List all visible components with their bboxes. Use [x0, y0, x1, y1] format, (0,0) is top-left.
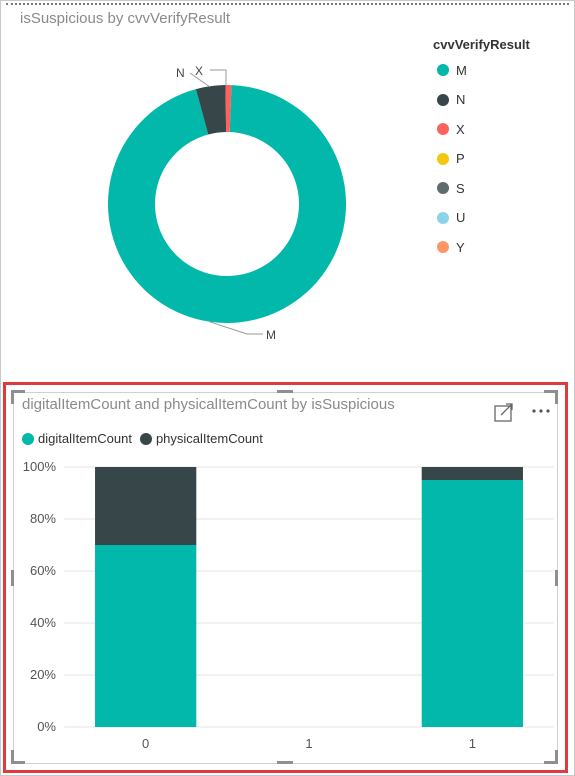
bar-chart-legend: digitalItemCount physicalItemCount: [22, 431, 271, 446]
resize-handle-right[interactable]: [555, 570, 558, 586]
resize-handle-top-right[interactable]: [544, 390, 558, 393]
bar-chart-title: digitalItemCount and physicalItemCount b…: [22, 396, 395, 413]
resize-handle-top[interactable]: [277, 390, 293, 393]
legend-label: Y: [456, 239, 465, 255]
donut-chart[interactable]: M N X: [0, 30, 420, 360]
legend-item-U[interactable]: U: [437, 210, 465, 226]
legend-label: S: [456, 180, 465, 196]
bar-segment-digitalItemCount-0[interactable]: [95, 545, 197, 727]
legend-marker: [437, 123, 449, 135]
x-tick-label: 1: [305, 736, 312, 751]
legend-marker: [437, 211, 449, 224]
legend-marker: [437, 64, 449, 76]
focus-mode-icon[interactable]: [493, 402, 515, 424]
y-tick-label: 40%: [30, 615, 56, 630]
legend-item-P[interactable]: P: [437, 151, 465, 167]
legend-label: physicalItemCount: [155, 431, 263, 446]
y-tick-label: 20%: [30, 667, 56, 682]
donut-chart-title: isSuspicious by cvvVerifyResult: [20, 10, 231, 27]
donut-slice-X[interactable]: [225, 85, 232, 133]
legend-marker: [437, 152, 449, 165]
donut-slice-M[interactable]: [108, 85, 347, 323]
y-tick-label: 0%: [37, 719, 56, 734]
legend-label: N: [456, 92, 466, 107]
legend-label: U: [456, 210, 466, 225]
resize-handle-bottom-right-v[interactable]: [555, 750, 558, 764]
stacked-bar-chart[interactable]: 0% 20% 40% 60% 80% 100% 0 1 1: [14, 455, 559, 755]
resize-handle-bottom-left[interactable]: [11, 761, 25, 764]
y-tick-label: 80%: [30, 511, 56, 526]
legend-item-X[interactable]: X: [437, 121, 465, 137]
slice-label-N: N: [176, 66, 185, 80]
legend-item-N[interactable]: N: [437, 92, 465, 108]
slice-label-X: X: [195, 64, 203, 78]
legend-label: digitalItemCount: [38, 431, 132, 446]
donut-slice-N[interactable]: [195, 85, 227, 135]
y-tick-label: 100%: [23, 459, 57, 474]
legend-item-Y[interactable]: Y: [437, 239, 465, 255]
resize-handle-left[interactable]: [11, 570, 14, 586]
donut-legend-title: cvvVerifyResult: [433, 37, 530, 52]
selected-visual-highlight: [3, 382, 568, 773]
x-tick-label: 1: [469, 736, 476, 751]
legend-item-digitalItemCount[interactable]: digitalItemCount: [22, 431, 132, 446]
legend-label: M: [456, 62, 467, 78]
bar-segment-physicalItemCount-2[interactable]: [421, 467, 523, 480]
legend-marker: [437, 182, 449, 194]
leader-line-X: [210, 69, 227, 86]
bar-segment-digitalItemCount-2[interactable]: [421, 480, 523, 727]
bar-segment-physicalItemCount-0[interactable]: [95, 467, 197, 545]
leader-line-N: [189, 72, 211, 88]
resize-handle-bottom-left-v[interactable]: [11, 750, 14, 764]
resize-handle-top-right-v[interactable]: [555, 390, 558, 404]
resize-handle-bottom-right[interactable]: [544, 761, 558, 764]
top-divider: [6, 3, 569, 5]
legend-marker: [22, 432, 34, 445]
more-options-icon[interactable]: [530, 400, 552, 422]
x-tick-label: 0: [142, 736, 149, 751]
resize-handle-top-left-v[interactable]: [11, 390, 14, 404]
legend-marker: [437, 241, 449, 253]
y-tick-label: 60%: [30, 563, 56, 578]
resize-handle-top-left[interactable]: [11, 390, 25, 393]
legend-marker: [139, 432, 152, 445]
legend-item-M[interactable]: M: [437, 62, 467, 78]
legend-label: X: [456, 121, 465, 137]
legend-item-S[interactable]: S: [437, 180, 465, 196]
slice-label-M: M: [266, 328, 276, 342]
leader-line-M: [209, 321, 263, 335]
legend-item-physicalItemCount[interactable]: physicalItemCount: [139, 431, 263, 446]
legend-label: P: [456, 151, 465, 166]
legend-marker: [437, 93, 449, 106]
resize-handle-bottom[interactable]: [277, 761, 293, 764]
